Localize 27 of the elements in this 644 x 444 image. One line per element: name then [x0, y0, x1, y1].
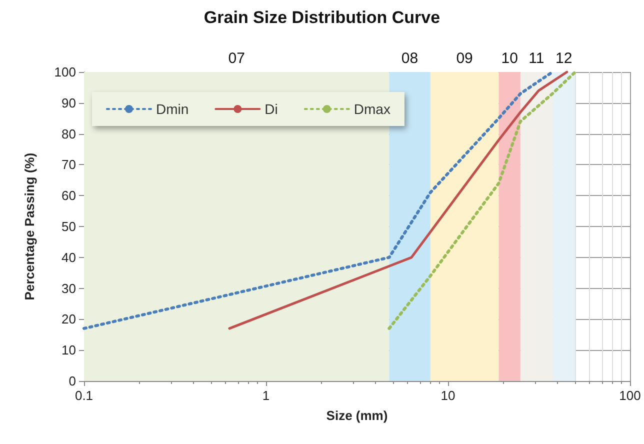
- legend-label: Dmax: [354, 101, 390, 117]
- y-tick-label: 50: [62, 219, 76, 234]
- y-tick-label: 0: [68, 374, 76, 388]
- band-label: 11: [528, 50, 544, 67]
- x-tick-label: 100: [619, 388, 641, 403]
- y-tick-label: 100: [54, 64, 76, 80]
- band-label: 12: [556, 50, 572, 67]
- y-axis-title: Percentage Passing (%): [22, 152, 37, 300]
- legend-label: Di: [264, 101, 278, 117]
- y-tick-label: 60: [62, 188, 76, 204]
- y-tick-label: 70: [62, 157, 76, 172]
- y-tick-label: 90: [62, 95, 76, 110]
- legend-label: Dmin: [156, 101, 189, 117]
- y-tick-label: 10: [62, 342, 76, 358]
- y-tick-label: 30: [62, 280, 76, 296]
- band-label: 09: [456, 50, 473, 67]
- y-tick-label: 20: [62, 312, 76, 327]
- band-label: 07: [228, 50, 245, 67]
- x-axis-title: Size (mm): [326, 408, 388, 423]
- band-label: 10: [501, 50, 518, 67]
- x-tick-label: 10: [440, 388, 456, 403]
- y-tick-label: 80: [62, 126, 76, 142]
- x-tick-label: 0.1: [74, 388, 94, 403]
- chart-title: Grain Size Distribution Curve: [204, 8, 440, 27]
- band-label: 08: [401, 50, 418, 67]
- x-tick-label: 1: [262, 388, 270, 403]
- y-tick-label: 40: [62, 250, 76, 265]
